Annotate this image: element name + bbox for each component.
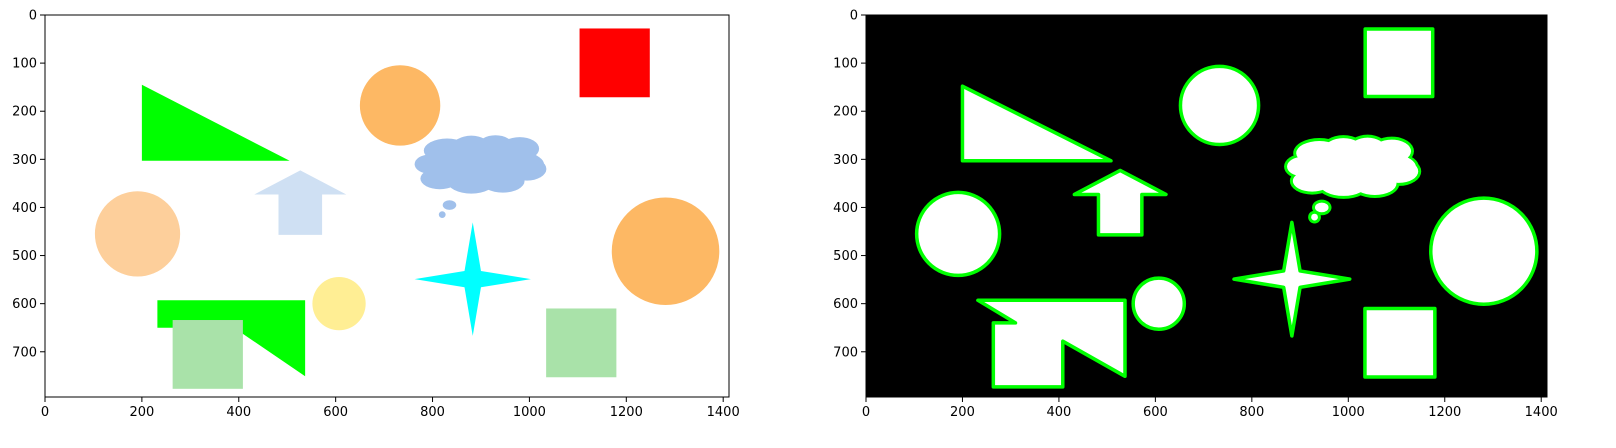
cloud-shape-3 xyxy=(414,135,547,219)
x-tick-label: 400 xyxy=(226,405,251,420)
circle-shape-6 xyxy=(1429,196,1539,307)
polygon-shape-9 xyxy=(157,300,306,377)
y-tick-label: 0 xyxy=(29,9,37,24)
x-tick-label: 600 xyxy=(323,405,348,420)
cloud-shape-3 xyxy=(1284,134,1422,224)
x-tick-label: 0 xyxy=(41,405,49,420)
circle-shape-6 xyxy=(611,197,720,305)
polygon-shape-9 xyxy=(976,298,1127,389)
star-shape-7 xyxy=(1232,220,1352,338)
square-shape-0 xyxy=(579,28,650,98)
square-shape-10 xyxy=(546,308,617,378)
y-tick-label: 500 xyxy=(833,249,858,264)
y-tick-label: 500 xyxy=(12,249,37,264)
y-tick-label: 300 xyxy=(12,153,37,168)
y-tick-label: 100 xyxy=(833,57,858,72)
axes-frame xyxy=(44,14,730,398)
circle-shape-5 xyxy=(914,190,1002,278)
y-tick-label: 700 xyxy=(833,345,858,360)
x-tick-label: 1200 xyxy=(1428,405,1461,420)
circle-shape-8 xyxy=(1131,276,1187,331)
square-shape-10 xyxy=(1363,306,1437,379)
cloud-lobe xyxy=(418,145,544,183)
square-shape-11 xyxy=(172,320,243,389)
y-tick-label: 100 xyxy=(12,57,37,72)
y-tick-label: 400 xyxy=(833,201,858,216)
axes-frame xyxy=(865,14,1548,398)
y-tick-label: 600 xyxy=(12,297,37,312)
y-tick-label: 200 xyxy=(833,105,858,120)
circle-shape-8 xyxy=(312,277,366,331)
y-tick-label: 0 xyxy=(850,9,858,24)
x-tick-label: 1400 xyxy=(707,405,740,420)
triangle-shape-1 xyxy=(141,84,290,161)
y-tick-label: 200 xyxy=(12,105,37,120)
x-tick-label: 1000 xyxy=(513,405,546,420)
cloud-tail xyxy=(1315,202,1329,213)
y-tick-label: 600 xyxy=(833,297,858,312)
x-tick-label: 1200 xyxy=(610,405,643,420)
x-tick-label: 1400 xyxy=(1525,405,1558,420)
circle-shape-5 xyxy=(94,191,181,277)
x-tick-label: 800 xyxy=(1239,405,1264,420)
x-tick-label: 1000 xyxy=(1332,405,1365,420)
x-tick-label: 200 xyxy=(950,405,975,420)
right-image-panel: 0 200 400 600 800 1000 1200 1400 0 100 200 300 400 50… xyxy=(833,9,1558,421)
circle-shape-2 xyxy=(1178,64,1261,147)
cloud-lobe xyxy=(1290,148,1416,185)
cloud-tail xyxy=(1311,213,1318,221)
left-image-panel: 0 200 400 600 800 1000 1200 1400 0 100 200 300 400 50… xyxy=(12,9,740,421)
x-tick-label: 800 xyxy=(420,405,445,420)
triangle-shape-1 xyxy=(960,84,1113,163)
cloud-tail xyxy=(438,211,446,219)
y-tick-label: 400 xyxy=(12,201,37,216)
y-tick-label: 700 xyxy=(12,345,37,360)
x-tick-label: 400 xyxy=(1047,405,1072,420)
x-tick-label: 200 xyxy=(129,405,154,420)
x-tick-label: 600 xyxy=(1143,405,1168,420)
cloud-tail xyxy=(442,200,457,210)
star-shape-7 xyxy=(414,222,531,336)
x-tick-label: 0 xyxy=(862,405,870,420)
circle-shape-2 xyxy=(359,65,441,146)
square-shape-0 xyxy=(1363,27,1435,99)
arrow-shape-4 xyxy=(254,170,347,235)
y-tick-label: 300 xyxy=(833,153,858,168)
arrow-shape-4 xyxy=(1072,168,1168,237)
